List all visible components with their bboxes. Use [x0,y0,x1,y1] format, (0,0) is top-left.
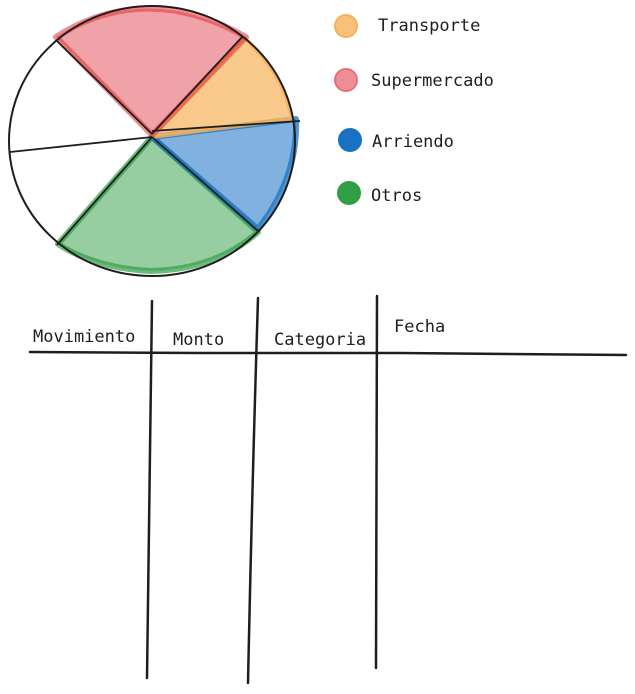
legend-item-otros: Otros [337,181,422,206]
legend-item-transporte: Transporte [334,14,480,38]
pie-divider-upper-left [55,39,153,135]
pie-chart [8,5,301,277]
legend-label-transporte: Transporte [378,16,480,36]
legend-marker-transporte-icon [334,14,358,38]
pie-outline [8,5,296,277]
pie-divider-upper-right [151,35,244,135]
table-header-movimiento: Movimiento [33,327,135,347]
table-column-divider-3 [374,294,379,670]
table-header-fecha: Fecha [394,317,445,337]
pie-slice-otros [55,134,261,274]
legend-marker-supermercado-icon [334,68,358,92]
legend-marker-otros-icon [337,181,361,205]
legend-label-otros: Otros [371,186,422,206]
legend-marker-arriendo-icon [338,128,362,152]
table-column-divider-2 [246,296,260,685]
pie-divider-lower-right [151,136,259,232]
legend-label-arriendo: Arriendo [372,132,454,152]
legend-label-supermercado: Supermercado [371,71,494,91]
legend-item-supermercado: Supermercado [334,68,494,92]
table-header-monto: Monto [173,330,224,350]
transactions-table: Movimiento Monto Categoria Fecha [28,294,628,685]
pie-divider-right [151,120,301,132]
table-column-divider-1 [145,299,154,680]
pie-divider-lower-left [56,136,153,246]
legend-item-arriendo: Arriendo [338,128,454,152]
pie-divider-left [9,136,153,153]
legend: Transporte Supermercado Arriendo Otros [334,14,494,206]
table-header-divider [28,350,628,357]
table-header-categoria: Categoria [274,330,366,350]
pie-slice-arriendo [149,116,300,232]
